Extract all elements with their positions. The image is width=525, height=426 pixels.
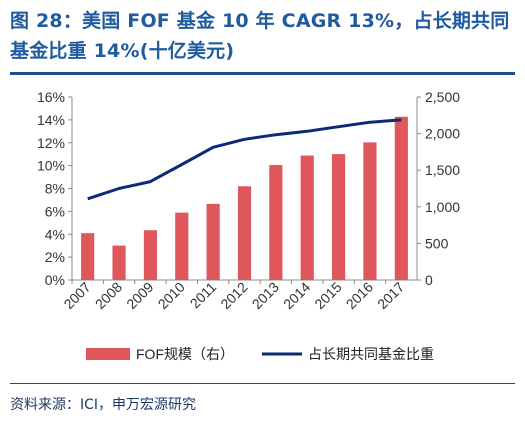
x-axis-tick-label: 2012 (217, 279, 250, 312)
right-axis-tick-label: 2,500 (425, 89, 460, 105)
left-axis-tick-label: 16% (37, 89, 65, 105)
bar-2008 (112, 245, 126, 280)
right-axis-tick-label: 1,500 (425, 162, 460, 178)
left-axis-tick-label: 6% (45, 203, 65, 219)
bar-2010 (175, 212, 189, 280)
title-divider (10, 72, 515, 75)
right-axis-tick-label: 0 (425, 272, 433, 288)
source-note: 资料来源：ICI，申万宏源研究 (10, 397, 197, 413)
left-axis-tick-label: 14% (37, 112, 65, 128)
left-axis-tick-label: 4% (45, 226, 65, 242)
x-axis-tick-label: 2008 (92, 279, 125, 312)
bar-2016 (363, 142, 377, 280)
x-axis-tick-label: 2013 (249, 279, 282, 312)
x-axis-tick-label: 2017 (374, 279, 407, 312)
x-axis-tick-label: 2014 (280, 279, 313, 312)
x-axis-tick-label: 2011 (187, 279, 220, 312)
bar-2007 (81, 233, 95, 280)
x-axis-tick-label: 2009 (123, 279, 156, 312)
left-axis-tick-label: 0% (45, 272, 65, 288)
x-axis-tick-label: 2016 (343, 279, 376, 312)
legend-label-line: 占长期共同基金比重 (308, 346, 434, 362)
bar-2011 (206, 203, 220, 280)
combo-chart: 0% 2% 4% 6% 8% 10% 12% 14% 16% 0 500 1,000 1,500 2,00… (37, 89, 460, 362)
bar-2015 (332, 154, 346, 280)
legend-swatch-bar (86, 348, 130, 360)
bar-2017 (394, 116, 408, 280)
bar-2009 (143, 230, 157, 280)
right-axis-tick-label: 2,000 (425, 126, 460, 142)
left-axis-tick-label: 10% (37, 158, 65, 174)
right-axis-tick-label: 1,000 (425, 199, 460, 215)
legend-label-bar: FOF规模（右） (136, 346, 234, 362)
right-axis-tick-label: 500 (425, 235, 449, 251)
chart-area: 0% 2% 4% 6% 8% 10% 12% 14% 16% 0 500 1,000 1,500 2,00… (0, 80, 525, 380)
footer-divider (10, 383, 515, 384)
chart-title: 图 28：美国 FOF 基金 10 年 CAGR 13%，占长期共同基金比重 1… (10, 10, 510, 62)
left-axis-tick-label: 12% (37, 135, 65, 151)
bar-2014 (300, 155, 314, 280)
x-axis-tick-label: 2015 (311, 279, 344, 312)
left-axis-tick-label: 8% (45, 181, 65, 197)
bar-2013 (269, 165, 283, 280)
bar-2012 (237, 186, 252, 280)
x-axis-tick-label: 2010 (155, 279, 188, 312)
x-axis-tick-label: 2007 (60, 279, 93, 312)
left-axis-tick-label: 2% (45, 249, 65, 265)
